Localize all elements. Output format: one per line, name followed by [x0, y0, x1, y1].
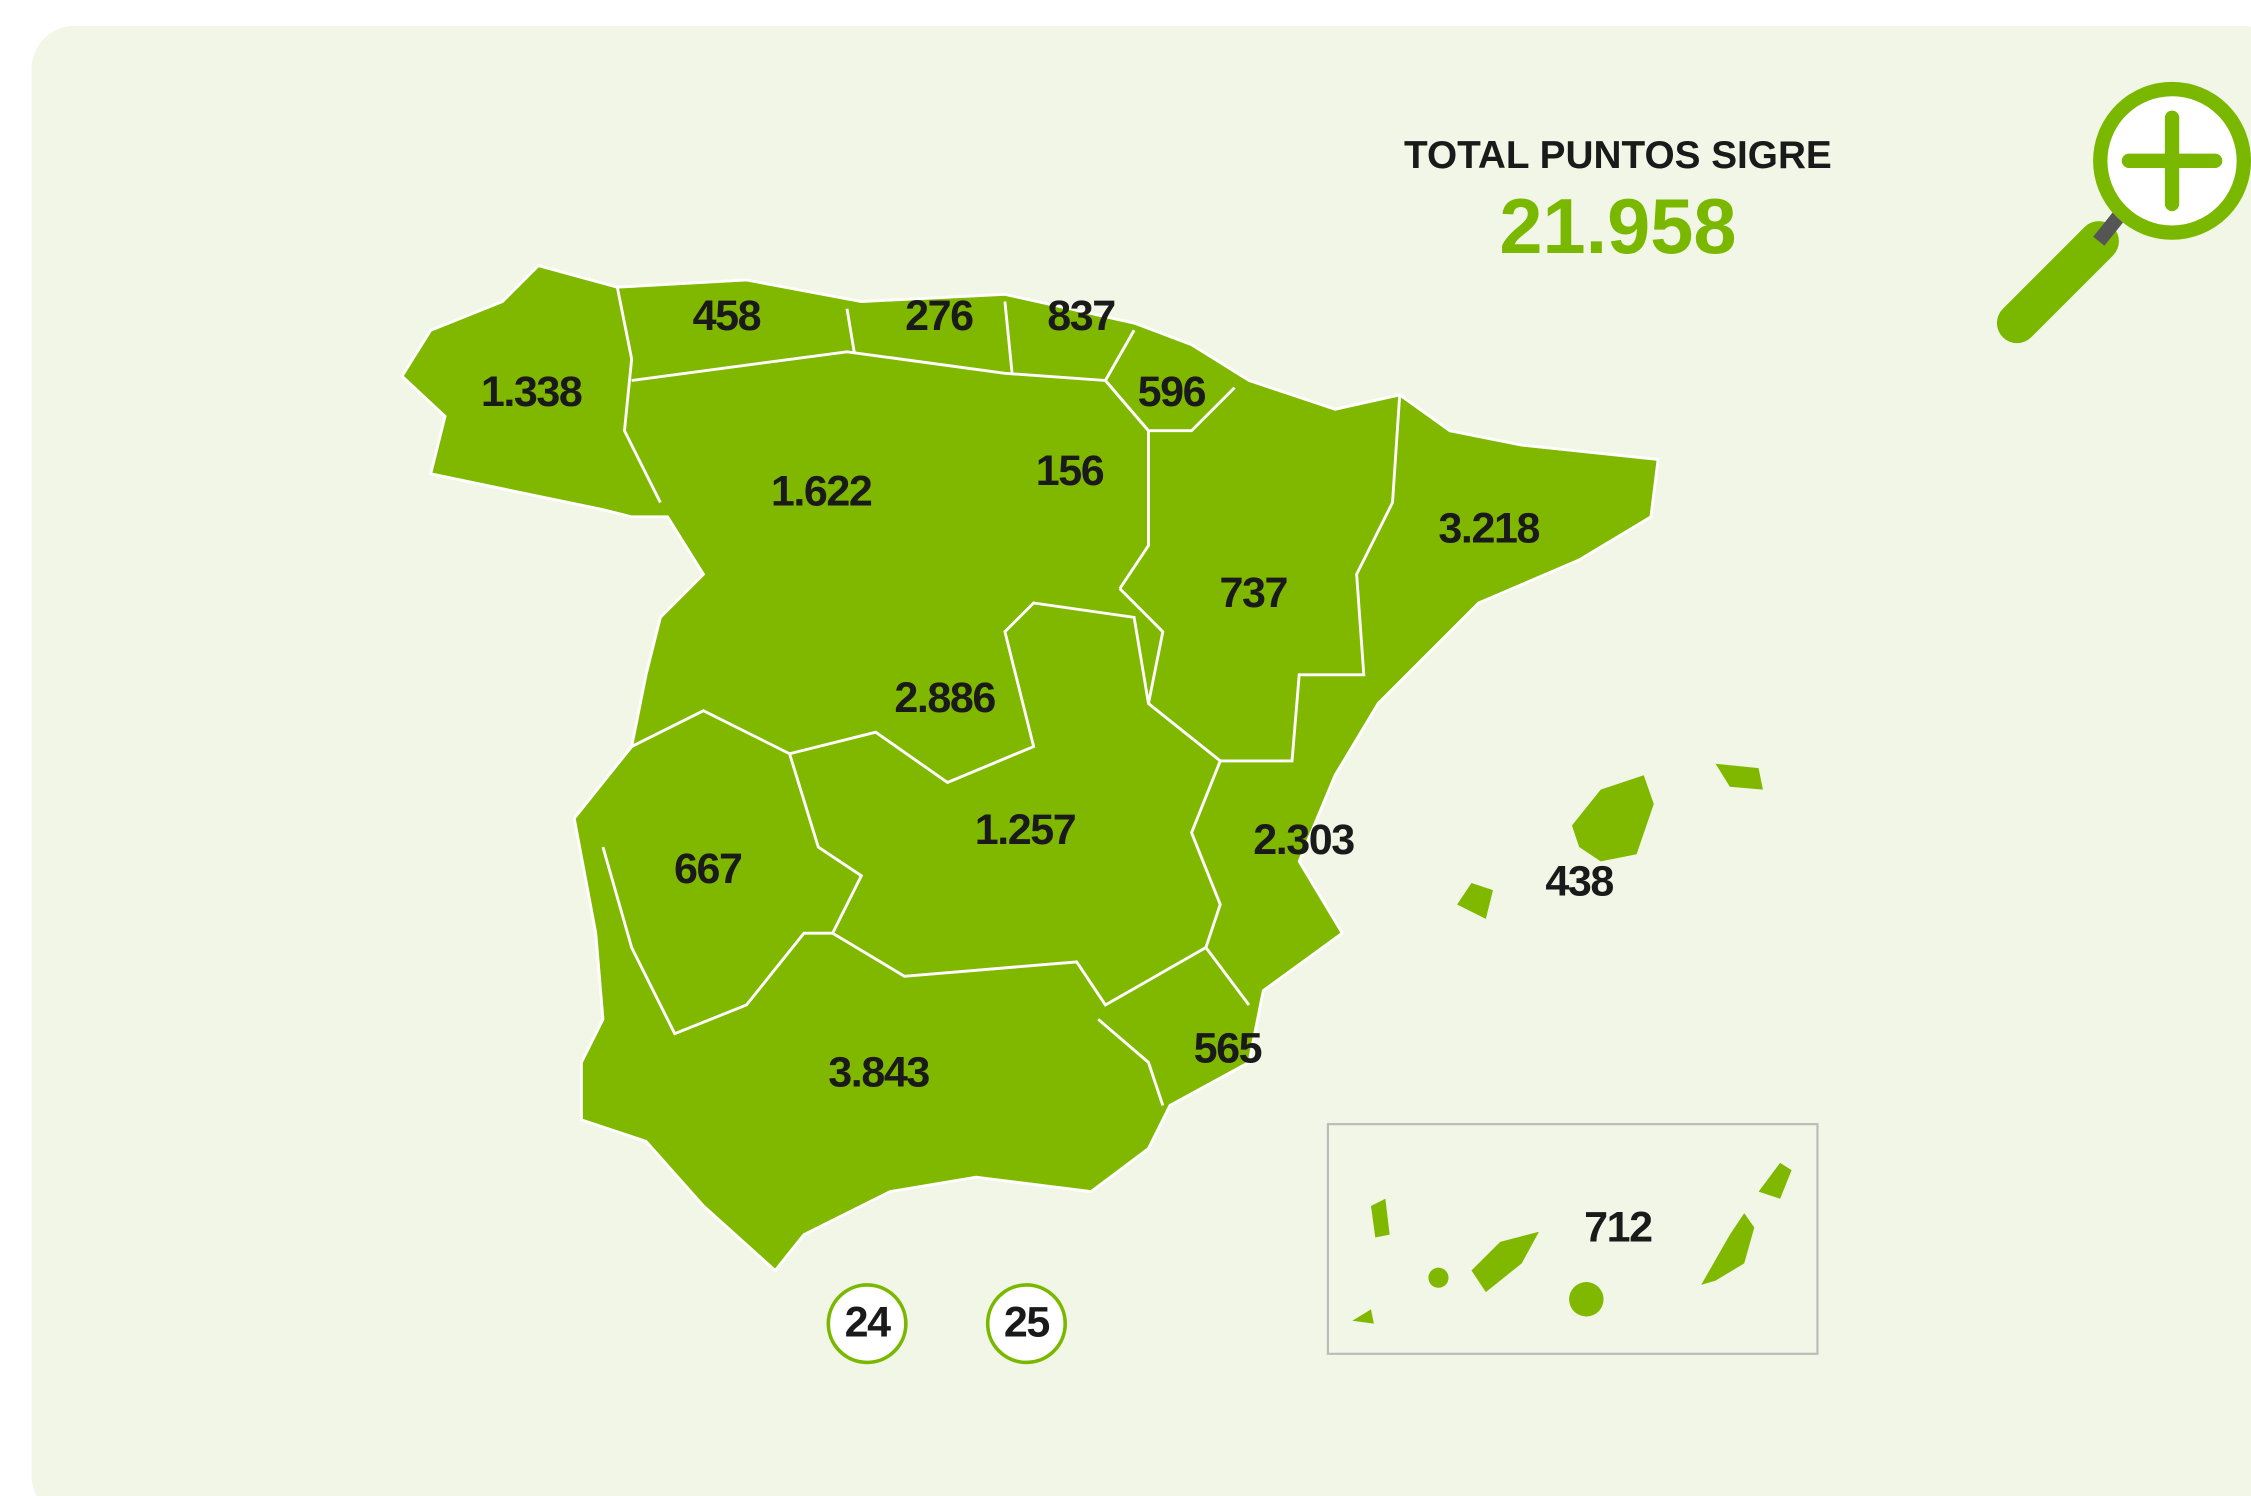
- city-label: 24: [845, 1298, 892, 1346]
- city-badge: [985, 1283, 1067, 1365]
- region-label: 1.257: [975, 806, 1076, 854]
- region-label: 1.338: [481, 368, 582, 416]
- mainland: [400, 264, 1660, 1273]
- city-label: 25: [1004, 1298, 1050, 1346]
- balearic-islands: [1457, 763, 1763, 919]
- region-label: 3.843: [828, 1049, 929, 1097]
- canary-islands: [1352, 1162, 1792, 1324]
- region-label: 596: [1138, 368, 1206, 416]
- city-badge: [826, 1283, 908, 1365]
- region-label: 276: [905, 292, 973, 340]
- region-label: 458: [693, 292, 761, 340]
- region-label: 712: [1584, 1204, 1652, 1252]
- region-label: 2.886: [894, 674, 995, 722]
- zoom-icon[interactable]: [1996, 81, 2251, 344]
- region-label: 2.303: [1253, 816, 1354, 864]
- region-label: 565: [1194, 1024, 1262, 1072]
- canary-box: [1326, 1123, 1819, 1355]
- region-label: 438: [1545, 858, 1613, 906]
- region-label: 837: [1047, 292, 1115, 340]
- region-label: 667: [674, 845, 742, 893]
- region-label: 1.622: [771, 467, 872, 515]
- region-label: 3.218: [1438, 505, 1539, 553]
- zoom-plus: [2121, 110, 2223, 212]
- region-label: 737: [1220, 569, 1288, 617]
- zoom-handle: [1996, 221, 2119, 344]
- total-value: 21.958: [1499, 184, 1736, 270]
- region-label: 156: [1036, 447, 1104, 495]
- total-title: TOTAL PUNTOS SIGRE: [1404, 134, 1832, 177]
- region-borders: [601, 286, 1402, 1106]
